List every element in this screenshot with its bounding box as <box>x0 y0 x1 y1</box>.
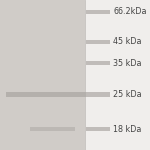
Text: 45 kDa: 45 kDa <box>113 38 142 46</box>
Text: 66.2kDa: 66.2kDa <box>113 8 147 16</box>
Bar <box>86 40 110 44</box>
Text: 35 kDa: 35 kDa <box>113 58 142 68</box>
Bar <box>86 127 110 131</box>
Text: 25 kDa: 25 kDa <box>113 90 142 99</box>
Bar <box>85 0 150 150</box>
Bar <box>86 10 110 14</box>
Bar <box>30 127 75 131</box>
Bar <box>86 92 110 97</box>
Bar <box>86 61 110 65</box>
Bar <box>0 0 85 150</box>
Bar <box>6 92 86 97</box>
Text: 18 kDa: 18 kDa <box>113 124 142 134</box>
